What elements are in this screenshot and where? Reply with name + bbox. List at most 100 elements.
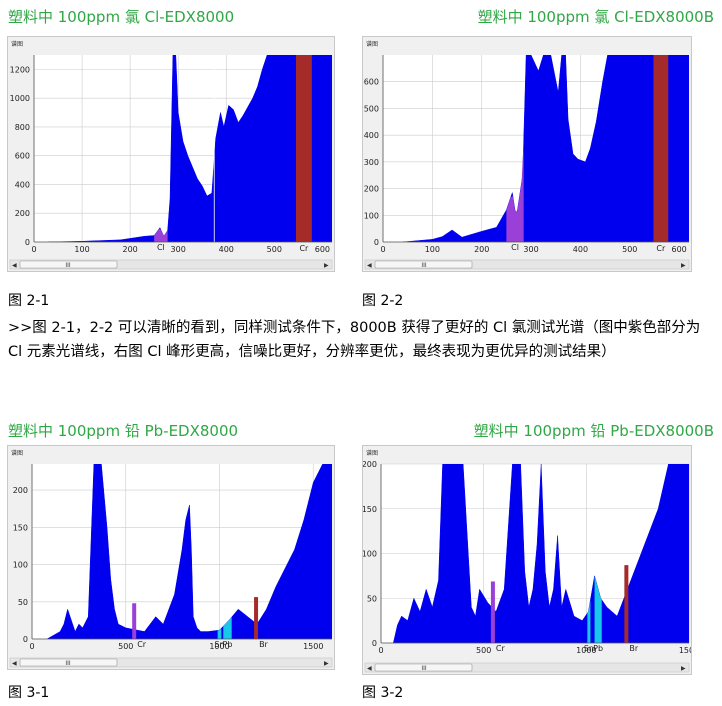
- scrollbar-grip: III: [65, 660, 71, 667]
- y-tick-label: 0: [374, 238, 379, 247]
- y-tick-label: 600: [364, 78, 379, 87]
- cr-marker-label: Cr: [137, 640, 147, 649]
- y-tick-label: 600: [15, 152, 30, 161]
- spectrum-panel-3-1: 谱图 0 50 100 150 200 0 500 1000 1500 Pb Sn Cr Br ◀ III ▶: [7, 445, 335, 670]
- x-tick-label: 0: [31, 245, 36, 254]
- br-marker: [254, 597, 259, 639]
- x-tick-label: 1000: [209, 642, 229, 651]
- spectrum-area: [46, 464, 332, 639]
- figure-caption-2-2: 图 2-2: [362, 293, 404, 309]
- y-tick-label: 200: [364, 185, 379, 194]
- cl-peak-highlight: [506, 140, 524, 242]
- panel-header-label: 谱图: [366, 449, 378, 457]
- cl-peak-highlight-label: Cl: [157, 243, 165, 252]
- analysis-paragraph: >>图 2-1，2-2 可以清晰的看到，同样测试条件下，8000B 获得了更好的…: [8, 320, 701, 360]
- x-tick-label: 1500: [679, 646, 691, 655]
- x-tick-label: 600: [315, 245, 330, 254]
- y-tick-label: 150: [363, 505, 377, 514]
- panel-header-label: 谱图: [11, 40, 23, 48]
- x-tick-label: 0: [378, 646, 383, 655]
- y-tick-label: 0: [372, 639, 377, 648]
- cr-marker: [490, 581, 495, 643]
- scrollbar-thumb[interactable]: [19, 260, 118, 269]
- scroll-left-arrow-icon[interactable]: ◀: [12, 660, 17, 667]
- x-tick-label: 300: [171, 245, 186, 254]
- spectrum-area: [402, 55, 689, 242]
- scroll-left-arrow-icon[interactable]: ◀: [12, 262, 17, 269]
- spectrum-chart-2-2: 谱图 0 100 200 300 400 500 600 0 100 200 300 400 500 600…: [364, 40, 690, 270]
- x-tick-label: 0: [29, 642, 34, 651]
- spectrum-panel-2-2: 谱图 0 100 200 300 400 500 600 0 100 200 300 400 500 600…: [362, 36, 692, 272]
- y-tick-label: 200: [13, 486, 28, 495]
- pb-peak-highlight-label: Pb: [223, 640, 233, 649]
- panel-header-label: 谱图: [11, 449, 23, 457]
- scroll-right-arrow-icon[interactable]: ▶: [681, 262, 686, 269]
- cr-band-label: Cr: [299, 244, 309, 253]
- scroll-right-arrow-icon[interactable]: ▶: [681, 665, 686, 672]
- horizontal-scrollbar[interactable]: ◀ III ▶: [364, 259, 690, 270]
- scrollbar-thumb[interactable]: [374, 260, 473, 269]
- pb-peak-highlight: [223, 617, 232, 639]
- spectrum-series: [393, 464, 689, 643]
- scrollbar-track: [9, 657, 333, 668]
- sn-peak-highlight-label: Sn: [214, 640, 224, 649]
- scrollbar-grip: III: [421, 665, 427, 672]
- x-tick-label: 200: [474, 245, 489, 254]
- x-tick-label: 100: [74, 245, 89, 254]
- x-tick-label: 100: [425, 245, 440, 254]
- y-tick-label: 50: [367, 594, 377, 603]
- scroll-right-arrow-icon[interactable]: ▶: [324, 262, 329, 269]
- spectrum-area: [48, 55, 332, 242]
- x-tick-label: 500: [476, 646, 491, 655]
- scrollbar-thumb[interactable]: [374, 663, 473, 672]
- spectrum-panel-2-1: 谱图 0 200 400 600 800 1000 1200 0 100 200 300 400 500 6…: [7, 36, 335, 272]
- sn-peak-highlight-label: Sn: [584, 644, 594, 653]
- br-marker: [624, 565, 629, 643]
- horizontal-scrollbar[interactable]: ◀ III ▶: [364, 662, 690, 673]
- y-tick-label: 400: [15, 180, 30, 189]
- spectrum-chart-2-1: 谱图 0 200 400 600 800 1000 1200 0 100 200 300 400 500 6…: [9, 40, 333, 270]
- cr-marker-label: Cr: [496, 644, 506, 653]
- y-tick-label: 100: [363, 550, 377, 559]
- y-tick-label: 100: [13, 561, 28, 570]
- panel-header-label: 谱图: [366, 40, 378, 48]
- chart-title-3-1: 塑料中 100ppm 铅 Pb-EDX8000: [8, 422, 239, 440]
- scroll-right-arrow-icon[interactable]: ▶: [324, 660, 329, 667]
- y-tick-label: 0: [25, 238, 30, 247]
- chart-title-2-2: 塑料中 100ppm 氯 Cl-EDX8000B: [477, 8, 714, 26]
- br-marker-label: Br: [629, 644, 638, 653]
- figure-caption-3-2: 图 3-2: [362, 685, 404, 701]
- chart-title-3-2: 塑料中 100ppm 铅 Pb-EDX8000B: [473, 422, 714, 440]
- y-tick-label: 1200: [10, 65, 30, 74]
- cl-peak-highlight-label: Cl: [511, 243, 519, 252]
- y-tick-label: 400: [364, 131, 379, 140]
- x-tick-label: 400: [573, 245, 588, 254]
- y-tick-label: 300: [364, 158, 379, 167]
- horizontal-scrollbar[interactable]: ◀ III ▶: [9, 259, 333, 270]
- scroll-left-arrow-icon[interactable]: ◀: [367, 665, 372, 672]
- scrollbar-grip: III: [421, 262, 427, 269]
- scrollbar-thumb[interactable]: [19, 658, 118, 667]
- x-tick-label: 1500: [303, 642, 323, 651]
- y-tick-label: 800: [15, 123, 30, 132]
- y-tick-label: 200: [363, 460, 377, 469]
- cr-band: [295, 55, 312, 242]
- chart-title-2-1: 塑料中 100ppm 氯 Cl-EDX8000: [8, 8, 235, 26]
- x-tick-label: 500: [622, 245, 637, 254]
- horizontal-scrollbar[interactable]: ◀ III ▶: [9, 657, 333, 668]
- sn-peak-highlight: [587, 599, 591, 643]
- figure-caption-3-1: 图 3-1: [8, 685, 50, 701]
- y-tick-label: 50: [18, 598, 28, 607]
- scrollbar-track: [364, 662, 690, 673]
- x-tick-label: 1000: [576, 646, 596, 655]
- br-marker-label: Br: [259, 640, 268, 649]
- cr-band-label: Cr: [656, 244, 666, 253]
- scroll-left-arrow-icon[interactable]: ◀: [367, 262, 372, 269]
- y-tick-label: 1000: [10, 94, 30, 103]
- y-tick-label: 100: [364, 211, 379, 220]
- sn-peak-highlight: [217, 628, 222, 639]
- scrollbar-grip: III: [65, 262, 71, 269]
